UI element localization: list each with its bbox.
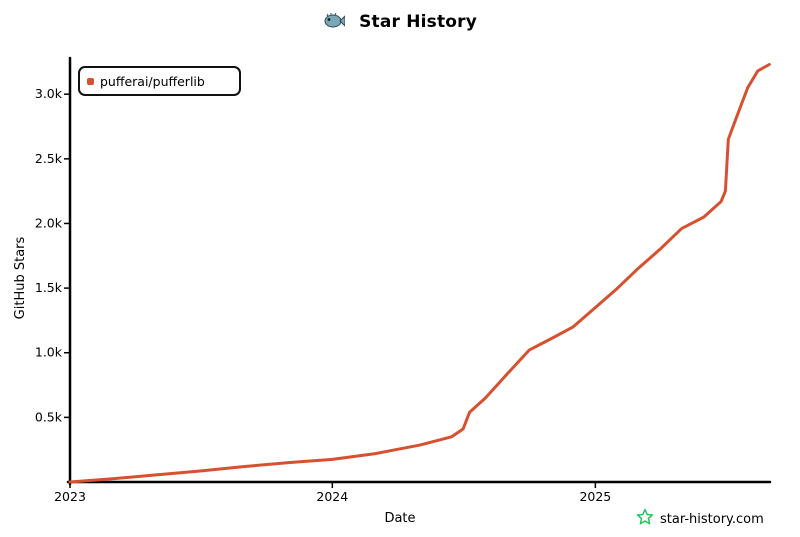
x-tick-label: 2023 [54,489,86,504]
legend: pufferai/pufferlib [78,66,241,96]
y-tick-label: 2.0k [35,215,63,230]
star-outline-icon [636,508,654,530]
chart-title: Star History [0,12,800,34]
y-tick-label: 0.5k [35,409,63,424]
y-tick-label: 1.5k [35,280,63,295]
pufferfish-icon [323,13,345,34]
y-axis-label: GitHub Stars [13,236,28,319]
x-tick-label: 2024 [316,489,348,504]
x-tick-label: 2025 [579,489,611,504]
series-line [70,65,769,483]
y-tick-label: 1.0k [35,345,63,360]
chart-title-text: Star History [359,12,477,32]
watermark-text: star-history.com [660,512,764,527]
legend-label: pufferai/pufferlib [100,74,205,89]
watermark[interactable]: star-history.com [636,508,764,530]
y-tick-label: 3.0k [35,86,63,101]
x-axis-label: Date [384,511,415,526]
legend-swatch [87,78,94,85]
y-tick-label: 2.5k [35,151,63,166]
